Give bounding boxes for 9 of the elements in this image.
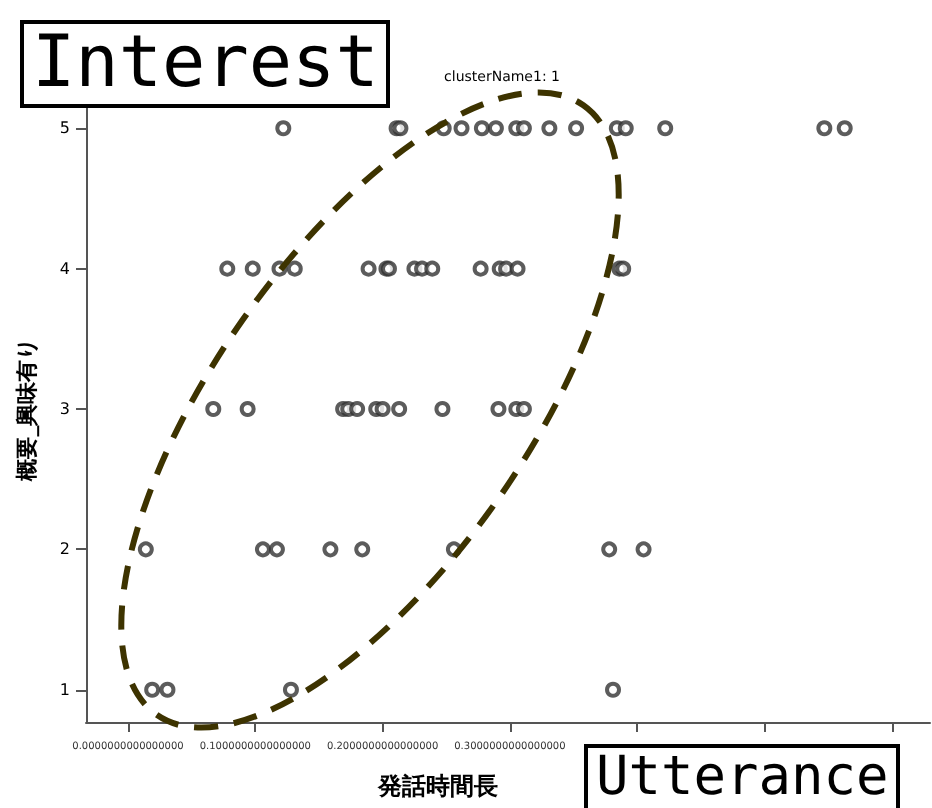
y-tick-label: 3 (59, 400, 70, 418)
annotation: Interest (20, 20, 391, 108)
x-axis-title: 発話時間長 (375, 772, 498, 800)
text: Utterance (584, 744, 901, 808)
y-tick-label: 2 (59, 540, 70, 559)
y-axis-title: 概要_興味有り (14, 337, 40, 483)
y-tick-label: 4 (59, 259, 70, 278)
y-tick-label: 5 (59, 119, 70, 138)
y-tick-label: 1 (59, 680, 70, 699)
